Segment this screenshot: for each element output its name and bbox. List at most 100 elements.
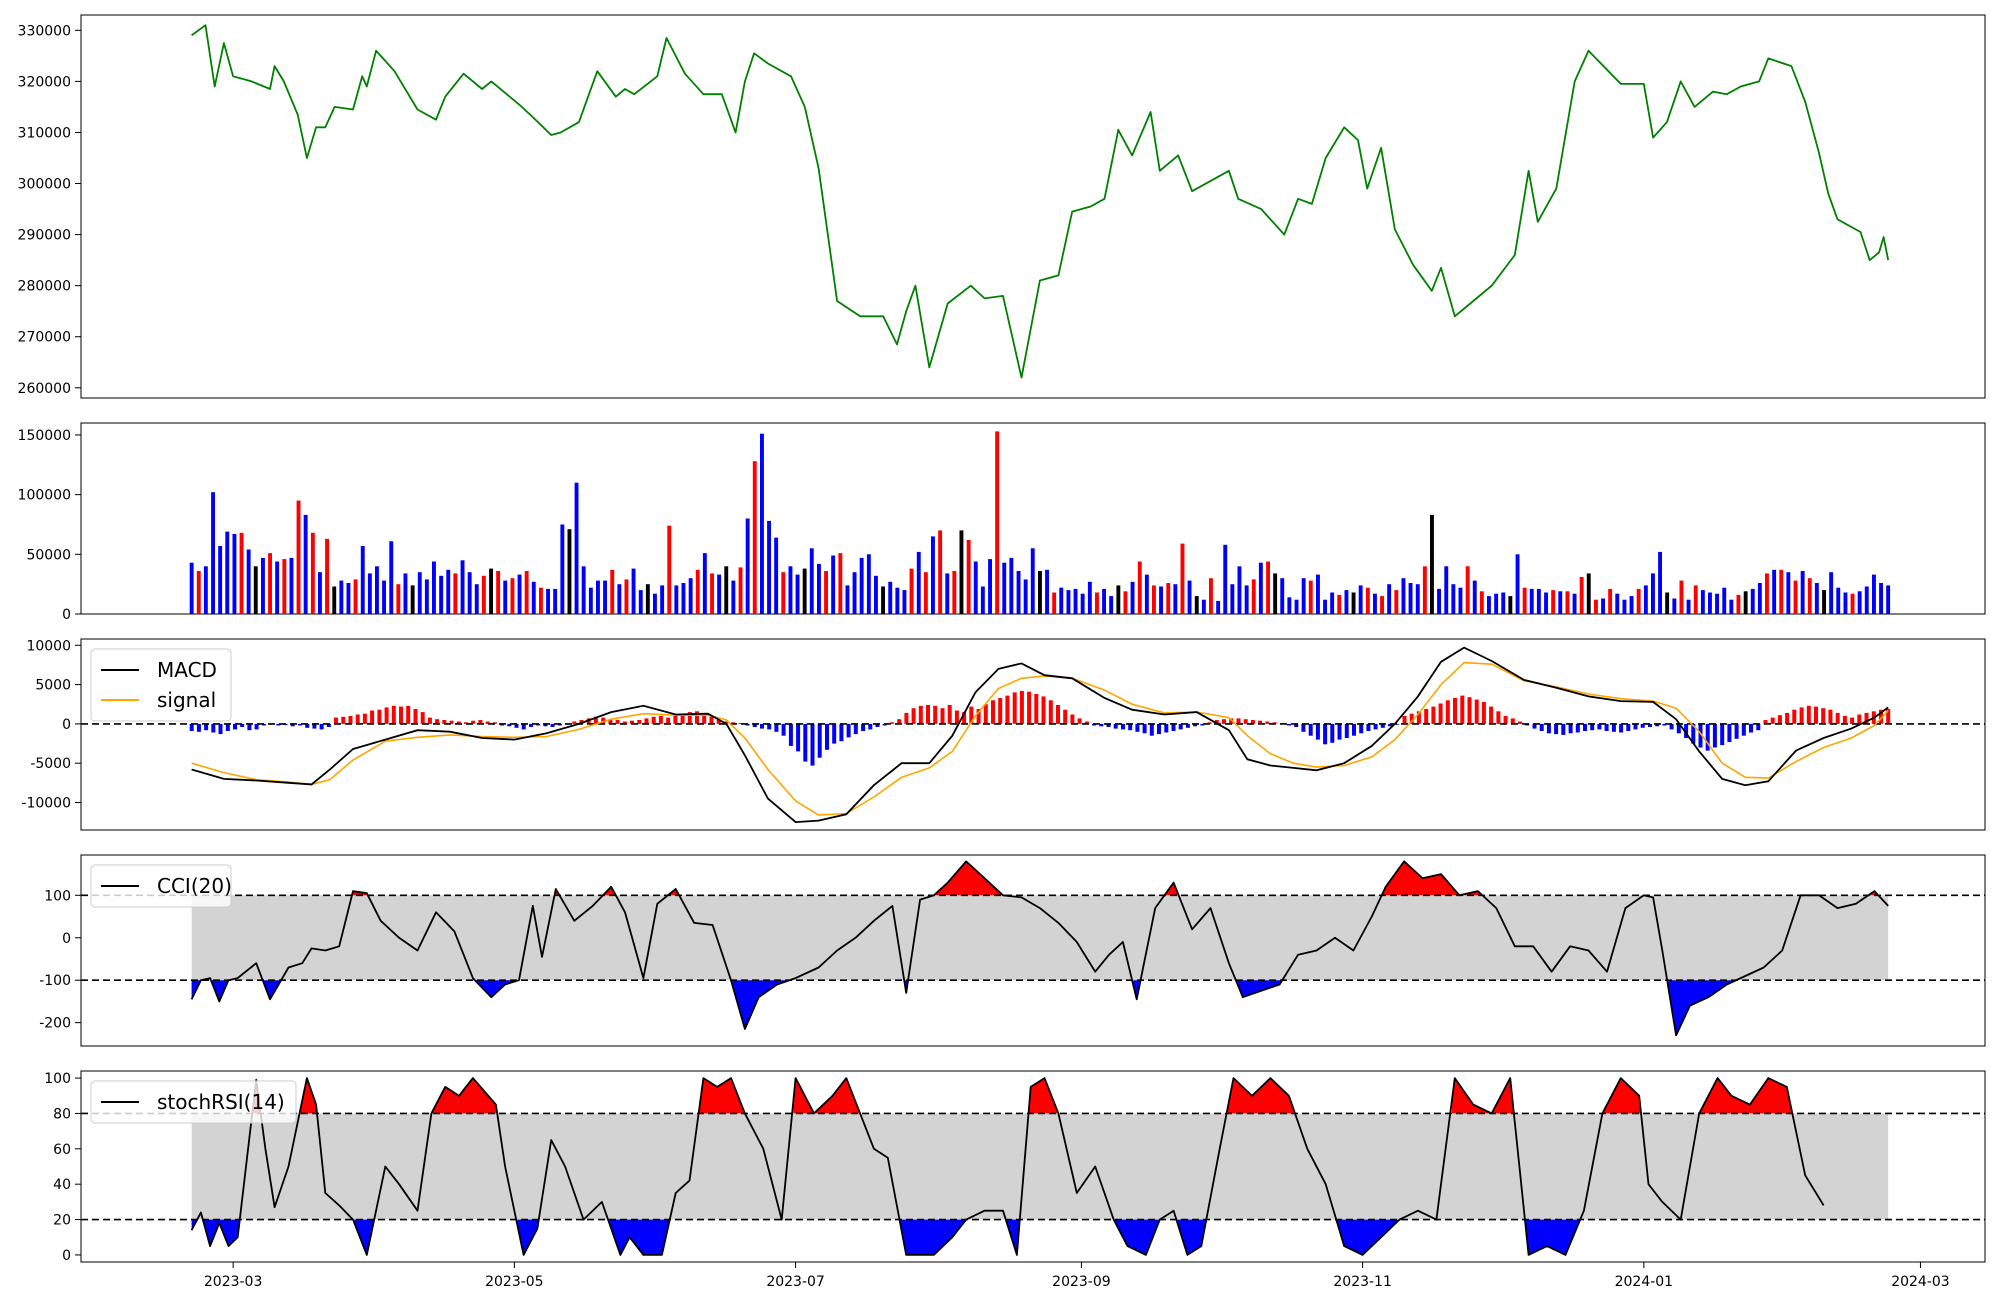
macd-histogram-bar: [1532, 723, 1537, 729]
macd-histogram-bar: [1633, 723, 1638, 730]
volume-bar: [1693, 585, 1698, 614]
macd-histogram-bar: [1099, 723, 1104, 727]
stochrsi-ytick-label: 20: [53, 1213, 71, 1229]
macd-ytick-label: 5000: [35, 678, 71, 694]
macd-histogram-bar: [666, 717, 671, 724]
macd-histogram-bar: [1063, 709, 1068, 724]
macd-histogram-bar: [1128, 723, 1133, 731]
macd-histogram-bar: [1135, 723, 1140, 732]
macd-histogram-bar: [1554, 723, 1559, 735]
stochrsi-oversold-area: [900, 1219, 965, 1255]
volume-bar: [1023, 579, 1028, 614]
macd-histogram-bar: [608, 719, 613, 724]
macd-axes-frame: [80, 638, 1986, 831]
stochrsi-neutral-band: [191, 1113, 1889, 1220]
macd-histogram-bar: [861, 723, 866, 731]
volume-bar: [560, 524, 565, 614]
macd-histogram-bar: [644, 718, 649, 724]
volume-bar: [467, 572, 472, 614]
macd-histogram-bar: [1287, 723, 1291, 726]
cci-ytick-label: -200: [39, 1016, 71, 1032]
volume-bar: [581, 566, 586, 615]
volume-bar: [1009, 557, 1014, 614]
macd-histogram-bar: [1619, 723, 1624, 733]
volume-bar: [1715, 593, 1719, 614]
macd-histogram-bar: [1315, 723, 1320, 740]
volume-bar: [1301, 578, 1306, 614]
macd-histogram-bar: [998, 698, 1003, 724]
volume-bar: [710, 573, 714, 614]
macd-histogram-bar: [1445, 700, 1450, 724]
volume-bar: [916, 551, 921, 614]
volume-bar: [1814, 583, 1819, 614]
macd-histogram-bar: [276, 723, 281, 726]
macd-histogram-bar: [962, 712, 967, 724]
volume-bar: [1679, 580, 1684, 614]
volume-bar: [1551, 590, 1556, 614]
macd-histogram-bar: [702, 715, 707, 724]
macd-histogram-bar: [377, 709, 382, 724]
cci-oversold-area: [211, 980, 228, 1002]
macd-histogram-bar: [399, 706, 403, 724]
macd-histogram-bar: [1157, 723, 1161, 735]
volume-bar: [760, 433, 764, 614]
macd-histogram-bar: [579, 720, 584, 724]
volume-bar: [781, 572, 786, 614]
macd-histogram-bar: [1489, 706, 1494, 724]
volume-bar: [1380, 596, 1384, 614]
macd-histogram-bar: [326, 723, 331, 727]
macd-histogram-bar: [370, 710, 375, 724]
volume-bar: [1836, 587, 1841, 614]
x-tick-label: 2023-09: [1052, 1274, 1111, 1290]
volume-bar: [1237, 566, 1242, 615]
macd-histogram-bar: [889, 722, 894, 724]
macd-histogram-bar: [1684, 723, 1689, 738]
macd-histogram-bar: [1113, 723, 1118, 729]
volume-bar: [1437, 588, 1441, 614]
macd-histogram-bar: [1214, 720, 1219, 724]
volume-bar: [1672, 598, 1677, 614]
macd-histogram-bar: [1676, 723, 1681, 734]
macd-histogram-bar: [868, 723, 873, 730]
macd-histogram-bar: [521, 723, 526, 730]
macd-histogram-bar: [1604, 723, 1609, 731]
macd-histogram-bar: [1106, 723, 1111, 727]
macd-histogram-bar: [918, 705, 923, 724]
volume-bar: [1786, 572, 1791, 614]
price-ytick-label: 320000: [18, 74, 71, 90]
macd-histogram-bar: [817, 723, 822, 758]
volume-bar: [1365, 587, 1370, 614]
volume-bar: [1643, 585, 1648, 614]
volume-bar: [1002, 562, 1007, 614]
volume-bar: [1444, 566, 1449, 615]
macd-histogram-bar: [514, 723, 519, 728]
volume-bar: [1258, 562, 1263, 614]
volume-bar: [1266, 561, 1270, 614]
price-ytick-label: 270000: [18, 330, 71, 346]
cci-oversold-area: [1237, 980, 1282, 998]
stochrsi-overbought-area: [1029, 1078, 1058, 1114]
stochrsi-line: [190, 1077, 1825, 1256]
volume-bar: [817, 563, 821, 614]
cci-line: [190, 860, 1889, 1037]
volume-bar: [1201, 599, 1206, 614]
volume-bar: [774, 537, 779, 614]
macd-histogram-bar: [355, 714, 360, 724]
macd-histogram-bar: [572, 721, 577, 724]
volume-bar: [1408, 583, 1413, 614]
macd-histogram-bar: [1330, 723, 1335, 743]
stochrsi-overbought-area: [793, 1078, 813, 1114]
volume-bar: [1536, 588, 1541, 614]
macd-histogram-bar: [832, 723, 837, 744]
macd-histogram-bar: [406, 705, 411, 724]
macd-histogram-bar: [1597, 723, 1602, 730]
price-axes-frame: [80, 14, 1986, 399]
volume-bar: [638, 590, 643, 614]
macd-histogram-bar: [752, 723, 757, 727]
macd-histogram-bar: [796, 723, 801, 752]
macd-histogram-bar: [1720, 723, 1725, 746]
macd-histogram-bar: [593, 716, 598, 724]
volume-bar: [1729, 599, 1734, 614]
macd-histogram-bar: [500, 723, 505, 726]
